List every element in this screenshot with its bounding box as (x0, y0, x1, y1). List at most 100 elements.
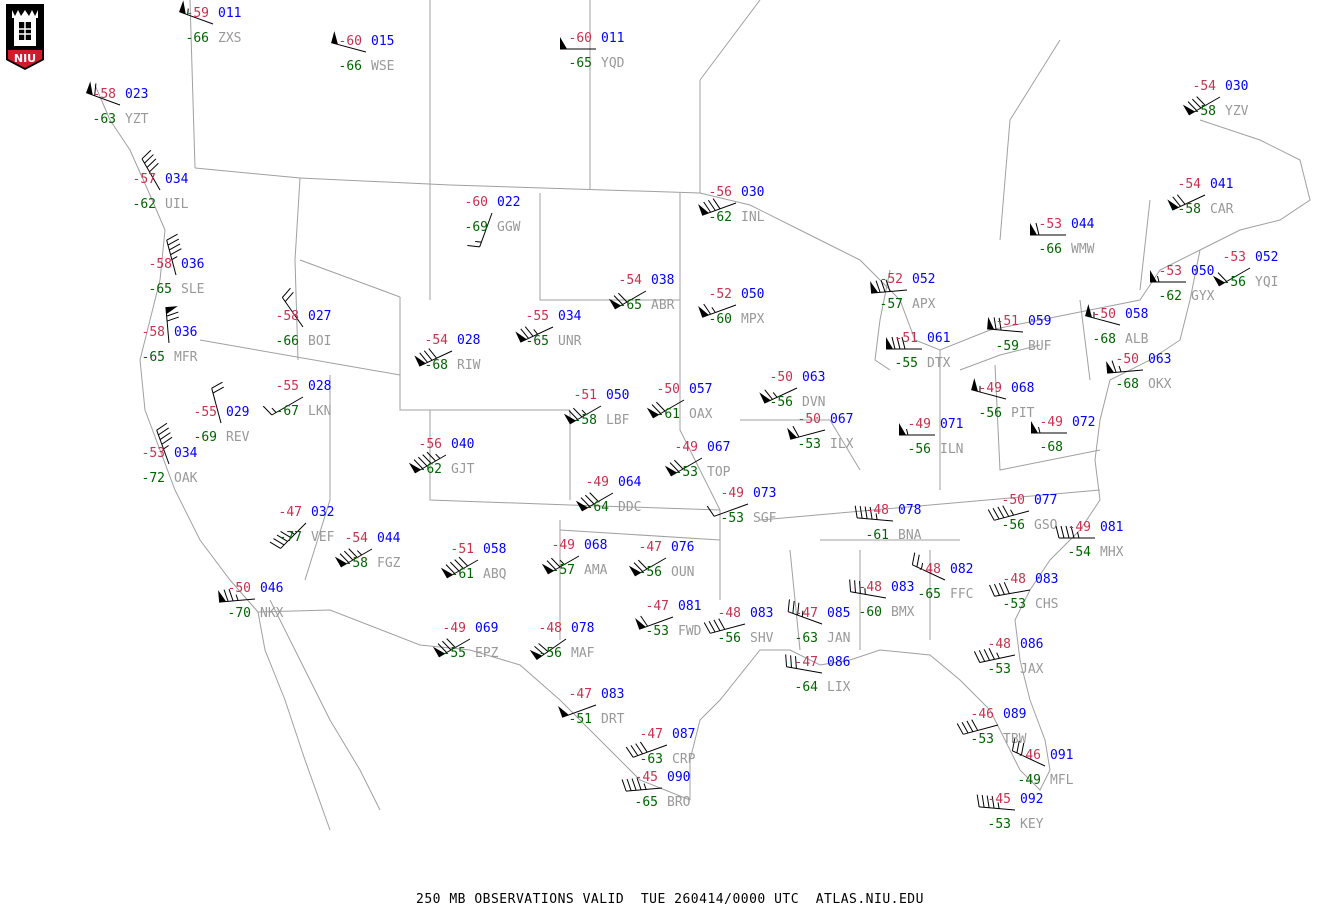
dewpoint-label: -62 (133, 197, 156, 212)
wind-barb (635, 615, 674, 630)
wind-barb (664, 457, 703, 477)
barb-full (713, 619, 721, 631)
height-label: 063 (802, 370, 825, 385)
barb-half (171, 256, 178, 260)
dewpoint-label: -58 (1178, 202, 1201, 217)
station-id-label: MPX (741, 312, 765, 327)
station-plot-crp: -47 087 -63 CRP (625, 727, 696, 767)
temperature-label: -50 (798, 412, 821, 427)
barb-half (1010, 509, 1014, 516)
barb-shaft (979, 806, 1016, 811)
dewpoint-label: -58 (574, 413, 597, 428)
station-plot-jan: -47 085 -63 JAN (787, 599, 850, 646)
valid-time-caption: 250 MB OBSERVATIONS VALID TUE 260414/000… (416, 892, 924, 907)
dewpoint-label: -65 (149, 282, 172, 297)
barb-full (445, 564, 455, 574)
height-label: 052 (912, 272, 935, 287)
station-id-label: MHX (1100, 545, 1124, 560)
barb-shaft (912, 564, 946, 581)
barb-full (613, 295, 623, 305)
dewpoint-label: -56 (539, 646, 562, 661)
niu-logo: NIU (6, 4, 44, 70)
barb-full (156, 422, 168, 431)
barb-half (435, 453, 441, 459)
station-plot-ggw: -60 022 -69 GGW (465, 195, 521, 248)
station-id-label: ILN (940, 442, 963, 457)
height-label: 046 (260, 581, 283, 596)
dewpoint-label: -62 (1159, 289, 1182, 304)
barb-shaft (86, 92, 121, 106)
dewpoint-label: -53 (1003, 597, 1026, 612)
dewpoint-label: -70 (228, 606, 251, 621)
border-line (789, 549, 801, 651)
barb-flag (575, 500, 588, 511)
temperature-label: -52 (880, 272, 903, 287)
station-id-label: ZXS (218, 31, 241, 46)
height-label: 030 (1225, 79, 1248, 94)
barb-half (1038, 426, 1041, 434)
barb-full (976, 794, 980, 807)
temperature-label: -49 (721, 486, 744, 501)
barb-half (163, 445, 169, 450)
wind-barb (558, 704, 597, 718)
station-plot-lix: -47 086 -64 LIX (785, 654, 851, 695)
station-id-label: ABQ (483, 567, 507, 582)
station-id-label: JAN (827, 631, 850, 646)
wind-barb (787, 425, 826, 440)
barb-half (643, 783, 647, 790)
barb-full (785, 654, 788, 667)
height-label: 052 (1255, 250, 1278, 265)
barb-full (651, 404, 661, 414)
temperature-label: -50 (770, 370, 793, 385)
temperature-label: -47 (639, 540, 662, 555)
height-label: 057 (689, 382, 712, 397)
wind-barb (628, 557, 667, 577)
temperature-label: -49 (443, 621, 466, 636)
height-label: 089 (1003, 707, 1026, 722)
height-label: 044 (377, 531, 401, 546)
barb-full (966, 720, 974, 732)
temperature-label: -48 (866, 503, 889, 518)
barb-full (792, 425, 800, 438)
station-plot-bmx: -48 083 -60 BMX (849, 579, 915, 620)
barb-shaft (850, 591, 887, 599)
wind-barb (1030, 222, 1066, 236)
barb-full (956, 723, 964, 735)
height-label: 068 (584, 538, 607, 553)
height-label: 034 (558, 309, 582, 324)
height-label: 050 (741, 287, 764, 302)
height-label: 077 (1034, 493, 1057, 508)
height-label: 041 (1210, 177, 1233, 192)
barb-flag (1030, 223, 1037, 235)
barb-full (981, 795, 985, 808)
station-id-label: INL (741, 210, 765, 225)
barb-full (159, 432, 171, 440)
station-plot-gso: -50 077 -56 GSO (987, 493, 1058, 533)
station-id-label: KEY (1020, 817, 1044, 832)
barb-shaft (562, 704, 597, 718)
barb-full (703, 622, 711, 634)
barb-shaft (639, 616, 674, 630)
temperature-label: -49 (908, 417, 931, 432)
temperature-label: -47 (279, 505, 302, 520)
barb-flag (515, 331, 527, 343)
station-plot-unknown: -49 072 -68 (1031, 415, 1095, 455)
barb-half (1118, 365, 1122, 373)
temperature-label: -49 (1040, 415, 1063, 430)
wind-barb (86, 81, 121, 106)
barb-shaft (165, 307, 170, 344)
dewpoint-label: -63 (93, 112, 116, 127)
wind-barb (971, 378, 1007, 400)
station-id-label: DRT (601, 712, 625, 727)
wind-barb (467, 212, 493, 248)
dewpoint-label: -69 (465, 220, 488, 235)
station-plot-yqi: -53 052 -56 YQI (1212, 250, 1278, 290)
height-label: 081 (1100, 520, 1123, 535)
station-id-label: YZV (1225, 104, 1249, 119)
barb-shaft (764, 387, 798, 404)
station-id-label: LKN (308, 404, 331, 419)
barb-full (417, 456, 428, 467)
height-label: 061 (927, 331, 950, 346)
wind-barb (870, 279, 908, 294)
barb-full (875, 280, 881, 293)
